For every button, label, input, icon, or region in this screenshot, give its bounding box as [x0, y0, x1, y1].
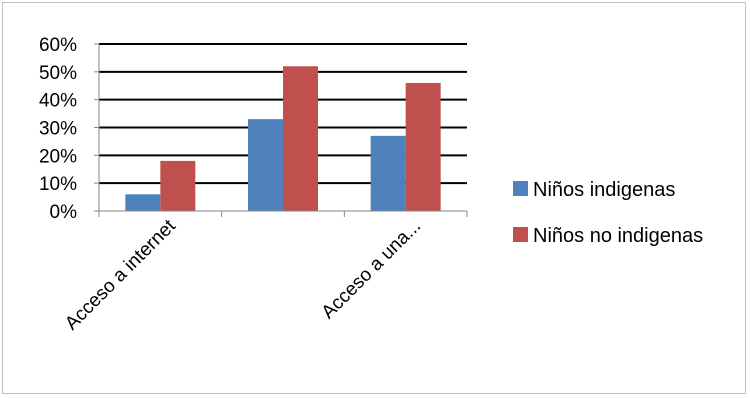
legend-label: Niños indigenas	[533, 179, 675, 201]
bar-chart: 0%10%20%30%40%50%60% Acceso a internet Ac…	[39, 35, 703, 334]
y-tick-label: 50%	[39, 63, 77, 84]
x-category-label: Acceso a internet	[61, 215, 180, 334]
x-axis-category-labels: Acceso a internet Acceso a una...	[61, 215, 425, 334]
y-tick-label: 0%	[50, 202, 78, 223]
legend-swatch	[513, 227, 528, 242]
y-axis-tick-labels: 0% 10% 20% 30% 40% 50% 60%	[39, 35, 77, 223]
y-tick-label: 60%	[39, 35, 77, 56]
bar	[125, 194, 161, 211]
bar	[248, 119, 283, 211]
y-tick-label: 40%	[39, 91, 77, 112]
y-tick-label: 30%	[39, 119, 77, 140]
y-tick-label: 20%	[39, 146, 77, 167]
chart-container: 0% 10% 20% 30% 40% 50% 60% Acceso a internet Ac…	[2, 2, 746, 394]
bar	[283, 66, 318, 211]
bar	[160, 160, 196, 211]
bar	[370, 135, 406, 211]
legend-swatch	[513, 181, 528, 196]
bar	[405, 82, 441, 211]
legend: Niños indigenas Niños no indigenas	[513, 179, 703, 247]
x-category-label: Acceso a una...	[318, 216, 425, 323]
legend-label: Niños no indigenas	[533, 225, 703, 247]
bars	[125, 66, 441, 211]
y-tick-label: 10%	[39, 174, 77, 195]
axes	[94, 43, 468, 217]
